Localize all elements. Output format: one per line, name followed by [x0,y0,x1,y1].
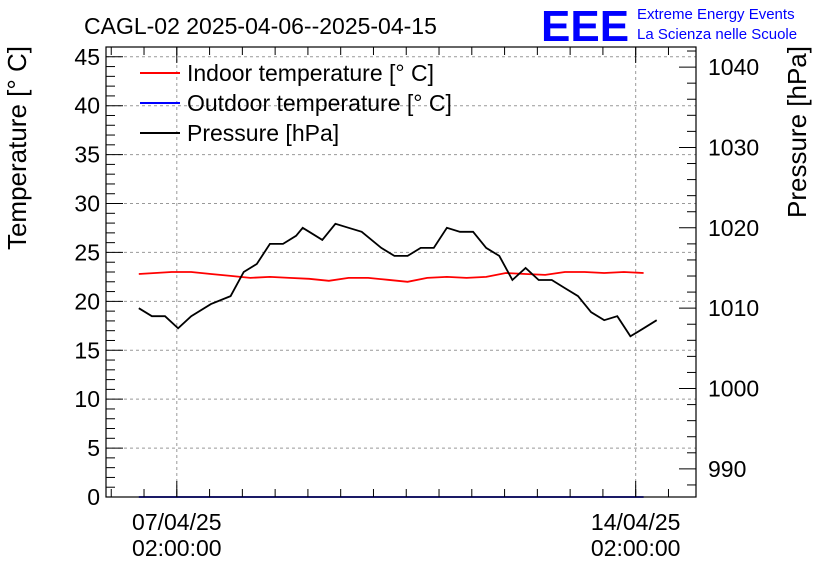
y-tick-label: 30 [74,191,100,217]
eee-logo: EEE Extreme Energy Events La Scienza nel… [541,2,797,51]
y2-tick-label: 1030 [708,134,759,160]
y-tick-label: 40 [74,93,100,119]
x-tick-label-time: 02:00:00 [591,535,681,561]
axis-ticks: 0 5 10 15 20 25 30 35 40 45 990 1000 1010 1020 1030 104… [74,44,759,561]
y2-tick-label: 1020 [708,215,759,241]
eee-logo-mark: EEE [541,2,629,51]
y2-tick-label: 1040 [708,54,759,80]
y2-tick-label: 1000 [708,376,759,402]
y-tick-label: 20 [74,288,100,314]
y-tick-label: 15 [74,337,100,363]
legend-label-2: Pressure [hPa] [187,120,339,146]
y-tick-label: 45 [74,44,100,70]
y-tick-label: 10 [74,386,100,412]
x-tick-label: 07/04/25 [132,509,222,535]
y2-axis-label: Pressure [hPa] [782,46,812,218]
y-tick-label: 25 [74,239,100,265]
legend-label-0: Indoor temperature [° C] [187,60,434,86]
x-tick-label: 14/04/25 [591,509,681,535]
y-tick-label: 5 [87,435,100,461]
y-tick-label: 35 [74,142,100,168]
y2-tick-label: 990 [708,456,746,482]
grid [106,47,696,497]
eee-logo-line1: Extreme Energy Events [637,6,795,23]
y2-tick-label: 1010 [708,295,759,321]
legend-label-1: Outdoor temperature [° C] [187,90,452,116]
series-lines [138,222,658,498]
series-line-0 [138,271,644,283]
x-tick-label-time: 02:00:00 [132,535,222,561]
y-axis-label: Temperature [° C] [2,46,32,250]
series-line-2 [138,222,658,338]
legend: Indoor temperature [° C] Outdoor temperat… [140,60,452,146]
y-tick-label: 0 [87,484,100,510]
chart-title: CAGL-02 2025-04-06--2025-04-15 [84,13,437,39]
eee-logo-line2: La Scienza nelle Scuole [637,26,797,43]
